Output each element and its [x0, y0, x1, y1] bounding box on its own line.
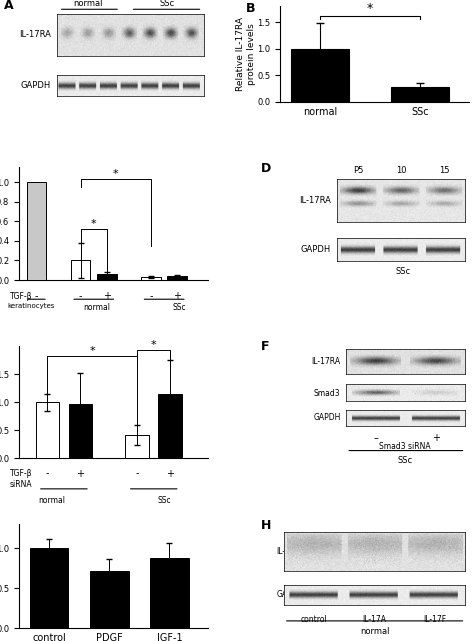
- Text: IL-17A: IL-17A: [363, 615, 387, 624]
- Text: Smad3: Smad3: [314, 388, 341, 397]
- Text: control: control: [301, 615, 328, 624]
- Text: TGF-β: TGF-β: [9, 469, 32, 478]
- Text: siRNA: siRNA: [9, 480, 32, 489]
- Text: P5: P5: [353, 167, 364, 176]
- Text: TGF-β: TGF-β: [10, 292, 33, 301]
- Text: *: *: [367, 3, 373, 15]
- Text: normal: normal: [73, 0, 103, 8]
- Text: GAPDH: GAPDH: [276, 590, 304, 599]
- Text: IL-17RA: IL-17RA: [299, 196, 331, 204]
- Text: +: +: [432, 433, 440, 443]
- Bar: [71, 260, 91, 280]
- Bar: [167, 276, 187, 280]
- Bar: [27, 182, 46, 280]
- Text: GAPDH: GAPDH: [313, 413, 341, 422]
- Text: SSc: SSc: [157, 495, 171, 504]
- Y-axis label: Relative IL-17RA
protein levels: Relative IL-17RA protein levels: [237, 17, 256, 91]
- Text: *: *: [90, 346, 95, 356]
- Text: SSc: SSc: [160, 0, 175, 8]
- Text: *: *: [151, 340, 156, 351]
- Text: -: -: [136, 469, 139, 479]
- Text: SSc: SSc: [397, 456, 412, 465]
- Bar: [97, 274, 117, 280]
- Text: 15: 15: [439, 167, 449, 176]
- Text: IL-17RA: IL-17RA: [19, 31, 51, 40]
- Text: GAPDH: GAPDH: [301, 245, 331, 254]
- Text: normal: normal: [83, 303, 110, 312]
- Bar: [158, 394, 182, 458]
- Text: -: -: [35, 291, 38, 301]
- Text: 10: 10: [396, 167, 406, 176]
- Text: IL-17RA: IL-17RA: [276, 547, 305, 556]
- Text: -: -: [149, 291, 153, 301]
- Bar: [69, 404, 92, 458]
- Text: IL-17RA: IL-17RA: [311, 357, 341, 366]
- Text: -: -: [46, 469, 49, 479]
- Text: GAPDH: GAPDH: [21, 81, 51, 90]
- Bar: [391, 87, 449, 102]
- Bar: [291, 49, 349, 102]
- Text: –: –: [374, 433, 379, 443]
- Text: +: +: [166, 469, 174, 479]
- Text: +: +: [173, 291, 182, 301]
- Text: keratinocytes: keratinocytes: [7, 303, 55, 308]
- Text: D: D: [261, 162, 272, 175]
- Text: Smad3 siRNA: Smad3 siRNA: [379, 442, 431, 451]
- Text: +: +: [103, 291, 111, 301]
- Text: SSc: SSc: [172, 303, 186, 312]
- Text: *: *: [113, 169, 118, 179]
- Text: normal: normal: [360, 627, 390, 636]
- Text: H: H: [261, 519, 272, 532]
- Text: *: *: [91, 219, 97, 229]
- Text: -: -: [79, 291, 82, 301]
- Text: SSc: SSc: [395, 267, 410, 276]
- Bar: [150, 558, 189, 628]
- Text: F: F: [261, 340, 270, 353]
- Text: +: +: [76, 469, 84, 479]
- Text: A: A: [4, 0, 13, 12]
- Bar: [30, 548, 68, 628]
- Text: IL-17F: IL-17F: [424, 615, 447, 624]
- Bar: [36, 402, 59, 458]
- Text: normal: normal: [38, 495, 65, 504]
- Bar: [126, 435, 149, 458]
- Bar: [141, 277, 161, 280]
- Bar: [90, 570, 128, 628]
- Text: B: B: [246, 2, 255, 15]
